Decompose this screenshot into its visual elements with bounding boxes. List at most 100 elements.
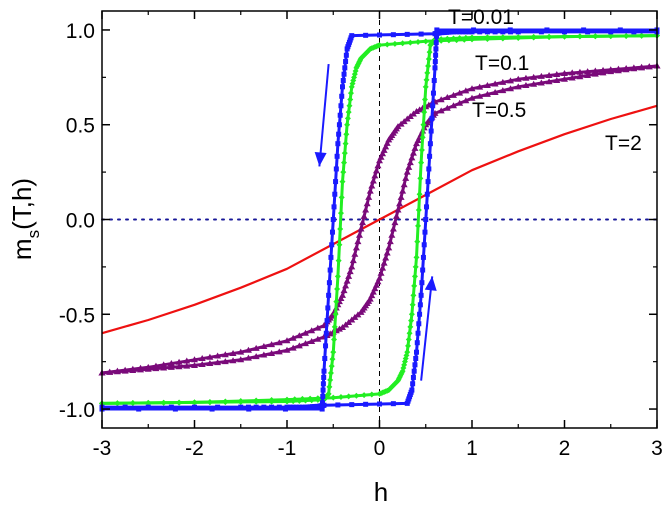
data-point [456, 99, 464, 106]
data-point [414, 137, 422, 144]
data-point [394, 206, 402, 213]
data-point [379, 264, 387, 271]
data-point [584, 71, 592, 78]
data-point [409, 149, 417, 156]
data-point [562, 29, 567, 35]
data-point [499, 78, 507, 85]
data-point [460, 29, 466, 35]
data-point [320, 387, 326, 393]
data-point [406, 330, 413, 337]
data-point [122, 404, 128, 410]
data-point [145, 399, 152, 406]
data-point [237, 356, 245, 363]
data-point [377, 269, 385, 276]
data-point [561, 75, 568, 82]
data-point [426, 166, 432, 172]
data-point [420, 121, 427, 128]
data-point [308, 337, 316, 344]
data-point [341, 71, 347, 77]
data-point [553, 70, 561, 77]
data-point [326, 292, 332, 298]
data-point [427, 153, 433, 159]
data-point [591, 67, 599, 74]
data-point [114, 400, 121, 407]
data-point [359, 219, 367, 226]
data-point [561, 33, 568, 40]
data-point [337, 394, 344, 401]
data-point [417, 311, 423, 317]
data-point [328, 254, 334, 260]
data-point [425, 56, 432, 63]
data-point [343, 52, 349, 58]
data-point [385, 244, 393, 251]
data-point [407, 39, 414, 46]
data-point [576, 33, 583, 40]
data-point [338, 103, 344, 109]
data-point [456, 35, 463, 42]
data-point [354, 238, 362, 245]
data-point [334, 153, 340, 159]
data-point [434, 33, 440, 39]
data-point [432, 59, 438, 65]
data-point [299, 395, 306, 402]
data-point [335, 257, 342, 264]
data-point [352, 244, 360, 251]
data-point [183, 362, 191, 369]
data-point [335, 141, 341, 147]
data-point [302, 329, 309, 336]
data-point [500, 29, 506, 35]
data-point [608, 29, 614, 35]
data-point [607, 68, 615, 75]
data-point [330, 394, 337, 401]
data-point [322, 356, 328, 361]
data-point [409, 110, 417, 117]
x-tick-label: -1 [278, 437, 297, 460]
data-point [491, 80, 499, 87]
data-point [414, 238, 421, 245]
data-point [372, 167, 380, 174]
data-point [289, 334, 297, 341]
data-point [336, 122, 342, 128]
data-point [183, 357, 191, 364]
data-point [420, 267, 426, 273]
data-point [383, 249, 391, 256]
data-point [291, 396, 298, 403]
data-point [327, 267, 333, 273]
data-point [371, 285, 379, 292]
data-point [443, 94, 451, 101]
data-point [287, 404, 293, 410]
data-point [462, 97, 470, 104]
y-axis-title-subscript: s [24, 230, 43, 239]
data-point [137, 366, 145, 373]
series-t05 [98, 62, 661, 376]
data-point [414, 349, 419, 355]
data-point [438, 36, 445, 43]
data-point [342, 65, 348, 71]
data-point [296, 404, 302, 410]
data-point [244, 354, 252, 361]
data-point [418, 31, 424, 37]
data-point [423, 76, 430, 83]
data-point [376, 157, 383, 164]
data-point [349, 257, 357, 264]
data-point [323, 343, 329, 349]
data-point [390, 401, 396, 407]
data-point [553, 77, 561, 83]
data-point [324, 318, 330, 324]
data-point [198, 361, 206, 368]
data-point [386, 238, 394, 245]
data-point [405, 342, 412, 349]
data-point [437, 96, 445, 103]
arrow-shaft [420, 276, 434, 381]
data-point [144, 365, 152, 372]
data-point [369, 288, 377, 295]
data-point [412, 263, 419, 270]
data-point [319, 406, 325, 412]
series-line-main [101, 104, 658, 335]
data-point [469, 34, 475, 41]
data-point [422, 38, 429, 45]
data-point [428, 128, 434, 134]
data-point [351, 250, 359, 257]
data-point [388, 231, 396, 238]
data-point [430, 103, 436, 109]
